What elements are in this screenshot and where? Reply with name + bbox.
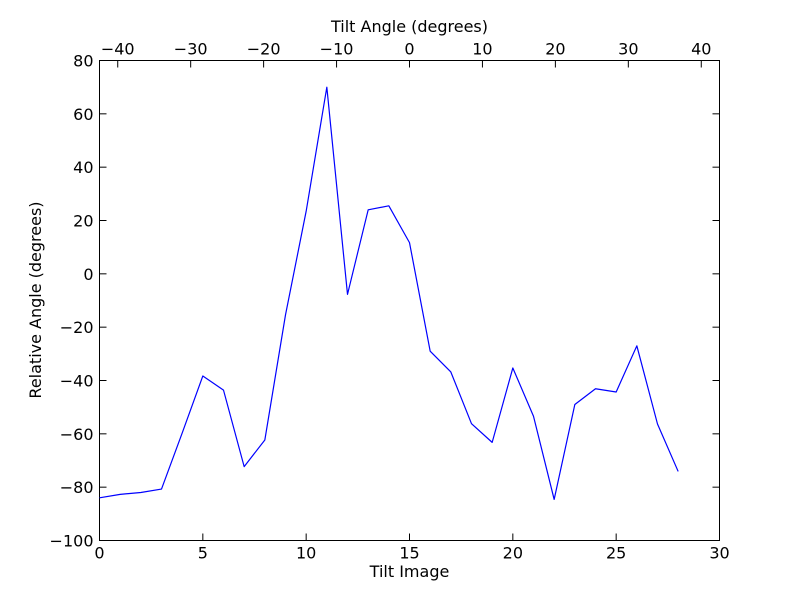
- y-axis-title: Relative Angle (degrees): [26, 201, 45, 398]
- top-x-tick-label: −10: [320, 40, 354, 59]
- y-tick-label: −80: [60, 478, 94, 497]
- y-tick-label: −100: [50, 532, 94, 551]
- labels-layer: 0 5 10 15 20 25 30−100−80−60−40−20020406080−40…: [50, 40, 730, 563]
- top-x-tick-label: −20: [247, 40, 281, 59]
- ticks-layer: [99, 60, 720, 541]
- y-tick-label: 80: [73, 52, 93, 71]
- top-x-tick-label: 0: [404, 40, 414, 59]
- x-tick-label: 30: [709, 544, 729, 563]
- x-tick-label: 5: [198, 544, 208, 563]
- series-line-0: [99, 86, 679, 501]
- y-tick-label: −20: [60, 318, 94, 337]
- x-tick-label: 0: [94, 544, 104, 563]
- top-x-tick-label: −40: [101, 40, 135, 59]
- y-tick-label: −40: [60, 372, 94, 391]
- top-x-axis-title: Tilt Angle (degrees): [330, 17, 488, 36]
- y-tick-label: 60: [73, 105, 93, 124]
- x-tick-label: 25: [606, 544, 626, 563]
- x-tick-label: 15: [399, 544, 419, 563]
- plot-area-border: [99, 60, 720, 541]
- y-tick-label: 20: [73, 212, 93, 231]
- top-x-tick-label: 30: [618, 40, 638, 59]
- series-layer: [99, 86, 679, 501]
- top-x-tick-label: −30: [174, 40, 208, 59]
- x-axis-title: Tilt Image: [369, 562, 450, 581]
- top-x-tick-label: 10: [472, 40, 492, 59]
- x-tick-label: 20: [503, 544, 523, 563]
- top-x-tick-label: 40: [691, 40, 711, 59]
- x-tick-label: 10: [296, 544, 316, 563]
- y-tick-label: 40: [73, 158, 93, 177]
- y-tick-label: 0: [83, 265, 93, 284]
- top-x-tick-label: 20: [545, 40, 565, 59]
- y-tick-label: −60: [60, 425, 94, 444]
